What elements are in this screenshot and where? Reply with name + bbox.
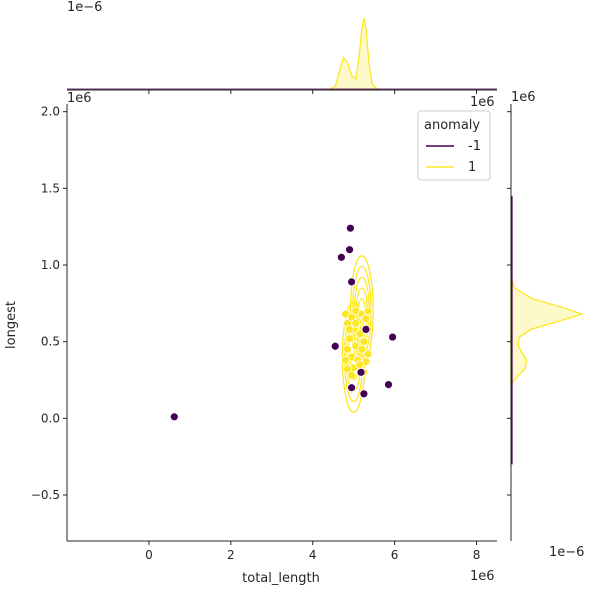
top-marginal-offset-label: 1e−6 (67, 0, 102, 15)
scatter-point (359, 389, 369, 399)
scatter-point (330, 341, 340, 351)
x-axis-offset-label: 1e6 (470, 569, 495, 584)
scatter-point (356, 367, 366, 377)
right-marginal-kde-class-1 (510, 277, 585, 387)
scatter-point (341, 355, 350, 365)
y-axis-offset-label: 1e6 (67, 91, 92, 106)
right-marginal-offset-label: 1e−6 (549, 545, 584, 560)
right-y-offset-label: 1e6 (511, 90, 536, 105)
scatter-point (345, 324, 354, 334)
scatter-point (336, 252, 346, 262)
top-marginal-kde-class-1 (326, 17, 380, 91)
legend-title: anomaly (424, 118, 480, 133)
scatter-point (384, 380, 393, 390)
scatter-point (388, 332, 397, 342)
y-tick-label: 0.0 (41, 411, 60, 425)
y-tick-label: −0.5 (31, 488, 60, 502)
scatter-point (363, 349, 373, 359)
scatter-point (345, 223, 355, 233)
y-tick-label: 1.0 (41, 258, 60, 272)
scatter-point (357, 344, 367, 354)
top-marginal-density (67, 17, 497, 91)
scatter-point (361, 314, 371, 324)
main-scatter-plot: 0 2 4 6 8 −0.5 0.0 0.5 1.0 1.5 2.0 (31, 89, 512, 562)
x-axis-label: total_length (242, 571, 320, 586)
scatter-point (343, 364, 352, 374)
right-marginal-density (510, 196, 585, 465)
legend-entry-1: 1 (468, 160, 476, 175)
x-tick-label: 4 (309, 548, 317, 562)
scatter-point (347, 370, 357, 380)
scatter-point (355, 360, 365, 370)
y-axis-label: longest (4, 301, 19, 349)
scatter-point (355, 329, 365, 339)
scatter-point (347, 312, 357, 322)
scatter-point (351, 318, 361, 328)
scatter-point (343, 344, 352, 354)
top-right-x-offset-label: 1e6 (470, 95, 495, 110)
legend-entry-minus-1: -1 (468, 139, 481, 154)
x-tick-label: 0 (145, 548, 153, 562)
scatter-point (347, 277, 357, 287)
scatter-point (359, 337, 369, 347)
scatter-point (363, 306, 373, 316)
x-tick-label: 2 (227, 548, 235, 562)
scatter-point (361, 324, 371, 334)
scatter-point (347, 383, 357, 393)
x-tick-label: 6 (391, 548, 399, 562)
scatter-point (169, 412, 179, 422)
x-tick-label: 8 (473, 548, 481, 562)
y-tick-label: 0.5 (41, 335, 60, 349)
legend: anomaly -1 1 (417, 110, 491, 181)
y-tick-label: 2.0 (41, 105, 60, 119)
scatter-point (345, 334, 354, 344)
scatter-point (345, 245, 354, 255)
y-tick-label: 1.5 (41, 181, 60, 195)
